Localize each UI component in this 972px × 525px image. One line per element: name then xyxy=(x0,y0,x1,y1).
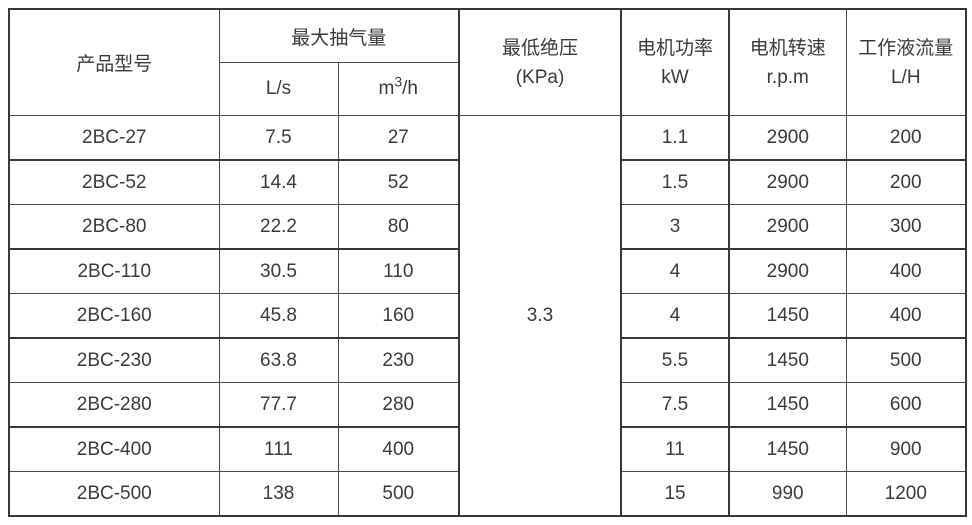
col-header-unit-m3h: m3/h xyxy=(337,62,460,116)
m3h-cell: 500 xyxy=(337,471,460,517)
rpm-cell: 990 xyxy=(728,471,847,517)
m3h-cell: 400 xyxy=(337,426,460,472)
lh-cell: 400 xyxy=(845,248,967,294)
col-header-fluid-flow: 工作液流量 L/H xyxy=(845,8,967,116)
model-cell: 2BC-80 xyxy=(8,204,220,250)
col-header-unit-ls: L/s xyxy=(218,62,339,116)
spec-table-header: 产品型号 最大抽气量 最低绝压 (KPa) 电机功率 kW 电机转速 r.p.m… xyxy=(8,8,967,116)
lh-cell: 1200 xyxy=(845,471,967,517)
rpm-cell: 2900 xyxy=(728,115,847,161)
table-row: 2BC-280 77.7 280 7.5 1450 600 xyxy=(8,382,967,428)
min-pressure-label: 最低绝压 xyxy=(502,37,579,59)
m3h-cell: 110 xyxy=(337,248,460,294)
ls-cell: 77.7 xyxy=(218,382,339,428)
fluid-flow-label: 工作液流量 xyxy=(858,37,954,59)
ls-cell: 14.4 xyxy=(218,159,339,205)
lh-cell: 200 xyxy=(845,115,967,161)
model-cell: 2BC-52 xyxy=(8,159,220,205)
kw-cell: 5.5 xyxy=(620,337,730,383)
fluid-flow-unit: L/H xyxy=(890,66,921,88)
table-row: 2BC-80 22.2 80 3 2900 300 xyxy=(8,204,967,250)
model-cell: 2BC-160 xyxy=(8,293,220,339)
m3h-base: m xyxy=(378,78,395,99)
m3h-cell: 230 xyxy=(337,337,460,383)
col-header-product-model: 产品型号 xyxy=(8,8,220,116)
lh-cell: 600 xyxy=(845,382,967,428)
rpm-cell: 1450 xyxy=(728,337,847,383)
m3h-cell: 27 xyxy=(337,115,460,161)
m3h-rest: /h xyxy=(402,78,418,99)
motor-speed-label: 电机转速 xyxy=(749,37,826,59)
m3h-superscript: 3 xyxy=(394,73,403,90)
col-header-max-pumping: 最大抽气量 xyxy=(218,8,460,63)
min-pressure-value-cell: 3.3 xyxy=(458,115,622,517)
ls-cell: 22.2 xyxy=(218,204,339,250)
ls-cell: 30.5 xyxy=(218,248,339,294)
kw-cell: 4 xyxy=(620,293,730,339)
kw-cell: 4 xyxy=(620,248,730,294)
lh-cell: 500 xyxy=(845,337,967,383)
col-header-motor-power: 电机功率 kW xyxy=(620,8,730,116)
m3h-cell: 52 xyxy=(337,159,460,205)
ls-cell: 138 xyxy=(218,471,339,517)
table-row: 2BC-110 30.5 110 4 2900 400 xyxy=(8,248,967,294)
rpm-cell: 2900 xyxy=(728,159,847,205)
lh-cell: 400 xyxy=(845,293,967,339)
kw-cell: 1.5 xyxy=(620,159,730,205)
ls-cell: 45.8 xyxy=(218,293,339,339)
model-cell: 2BC-110 xyxy=(8,248,220,294)
col-header-motor-speed: 电机转速 r.p.m xyxy=(728,8,847,116)
spec-table-body: 2BC-27 7.5 27 3.3 1.1 2900 200 2BC-52 14.4 52 1.5 2… xyxy=(8,115,967,517)
ls-cell: 63.8 xyxy=(218,337,339,383)
rpm-cell: 1450 xyxy=(728,382,847,428)
header-row-1: 产品型号 最大抽气量 最低绝压 (KPa) 电机功率 kW 电机转速 r.p.m… xyxy=(8,8,967,116)
ls-cell: 111 xyxy=(218,426,339,472)
m3h-cell: 160 xyxy=(337,293,460,339)
m3h-cell: 280 xyxy=(337,382,460,428)
min-pressure-unit: (KPa) xyxy=(515,66,565,88)
spec-table: 产品型号 最大抽气量 最低绝压 (KPa) 电机功率 kW 电机转速 r.p.m… xyxy=(8,8,968,517)
motor-speed-unit: r.p.m xyxy=(766,66,809,88)
lh-cell: 300 xyxy=(845,204,967,250)
kw-cell: 3 xyxy=(620,204,730,250)
model-cell: 2BC-27 xyxy=(8,115,220,161)
col-header-min-pressure: 最低绝压 (KPa) xyxy=(458,8,622,116)
model-cell: 2BC-400 xyxy=(8,426,220,472)
table-row: 2BC-27 7.5 27 3.3 1.1 2900 200 xyxy=(8,115,967,517)
header-row-2: L/s m3/h xyxy=(9,62,966,116)
motor-power-label: 电机功率 xyxy=(637,37,714,59)
rpm-cell: 1450 xyxy=(728,426,847,472)
rpm-cell: 1450 xyxy=(728,293,847,339)
lh-cell: 200 xyxy=(845,159,967,205)
table-row: 2BC-400 111 400 11 1450 900 xyxy=(8,426,967,472)
kw-cell: 11 xyxy=(620,426,730,472)
ls-cell: 7.5 xyxy=(218,115,339,161)
m3h-cell: 80 xyxy=(337,204,460,250)
model-cell: 2BC-230 xyxy=(8,337,220,383)
rpm-cell: 2900 xyxy=(728,248,847,294)
model-cell: 2BC-500 xyxy=(8,471,220,517)
model-cell: 2BC-280 xyxy=(8,382,220,428)
kw-cell: 1.1 xyxy=(620,115,730,161)
rpm-cell: 2900 xyxy=(728,204,847,250)
table-row: 2BC-160 45.8 160 4 1450 400 xyxy=(8,293,967,339)
kw-cell: 7.5 xyxy=(620,382,730,428)
table-row: 2BC-230 63.8 230 5.5 1450 500 xyxy=(8,337,967,383)
lh-cell: 900 xyxy=(845,426,967,472)
kw-cell: 15 xyxy=(620,471,730,517)
motor-power-unit: kW xyxy=(661,66,689,88)
table-row: 2BC-500 138 500 15 990 1200 xyxy=(8,471,967,517)
